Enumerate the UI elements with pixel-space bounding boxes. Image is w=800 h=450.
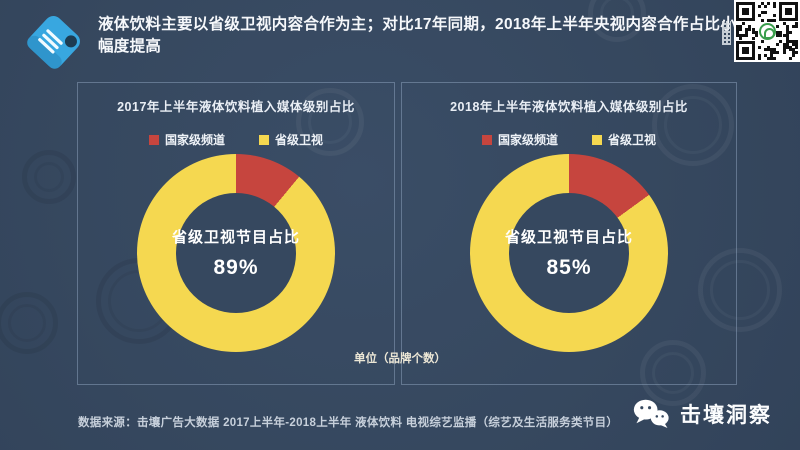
chart-panel-2018: 2018年上半年液体饮料植入媒体级别占比 国家级频道 省级卫视 省级卫视节目占比… (401, 82, 737, 385)
qr-finder-icon (736, 2, 755, 21)
donut-center-value: 89% (213, 256, 259, 279)
legend-label: 国家级频道 (497, 133, 558, 147)
chart-title: 2018年上半年液体饮料植入媒体级别占比 (450, 100, 688, 114)
data-source-note: 数据来源：击壤广告大数据 2017上半年-2018上半年 液体饮料 电视综艺监播… (78, 417, 619, 429)
chart-legend: 国家级频道 省级卫视 (402, 131, 736, 148)
brand-block: 击壤洞察 (631, 398, 772, 429)
legend-swatch-yellow (259, 134, 269, 145)
legend-item-provincial: 省级卫视 (259, 131, 323, 148)
donut-hole (509, 193, 629, 313)
brand-name: 击壤洞察 (680, 403, 772, 427)
legend-swatch-red (481, 134, 492, 145)
qr-edge-pixels (722, 21, 731, 45)
legend-label: 省级卫视 (608, 133, 657, 147)
chart-panel-2017: 2017年上半年液体饮料植入媒体级别占比 国家级频道 省级卫视 省级卫视节目占比… (77, 82, 395, 385)
legend-item-provincial: 省级卫视 (592, 131, 656, 148)
legend-swatch-yellow (592, 134, 602, 145)
donut-chart-2017: 省级卫视节目占比 89% (137, 154, 335, 352)
donut-center-text: 省级卫视节目占比 85% (470, 154, 668, 352)
donut-center-label: 省级卫视节目占比 (504, 229, 633, 246)
legend-label: 国家级频道 (164, 133, 225, 147)
donut-center-text: 省级卫视节目占比 89% (137, 154, 335, 352)
qr-modules (736, 2, 798, 61)
unit-label: 单位（品牌个数） (354, 353, 446, 365)
donut-hole (176, 193, 296, 313)
legend-item-national: 国家级频道 (481, 131, 558, 148)
qr-code (734, 0, 800, 62)
page-title: 液体饮料主要以省级卫视内容合作为主；对比17年同期，2018年上半年央视内容合作… (98, 16, 737, 55)
qr-finder-icon (736, 41, 755, 60)
chart-legend: 国家级频道 省级卫视 (78, 131, 394, 148)
qr-center-logo-icon (758, 22, 776, 40)
qr-finder-icon (779, 2, 798, 21)
legend-item-national: 国家级频道 (148, 131, 225, 148)
donut-chart-2018: 省级卫视节目占比 85% (470, 154, 668, 352)
chart-title: 2017年上半年液体饮料植入媒体级别占比 (117, 100, 355, 114)
watermark-logo (0, 292, 58, 354)
watermark-logo (22, 150, 76, 204)
donut-center-value: 85% (546, 256, 592, 279)
donut-center-label: 省级卫视节目占比 (171, 229, 300, 246)
legend-label: 省级卫视 (275, 133, 324, 147)
wechat-icon (633, 399, 669, 429)
legend-swatch-red (148, 134, 159, 145)
tag-icon (27, 16, 80, 69)
